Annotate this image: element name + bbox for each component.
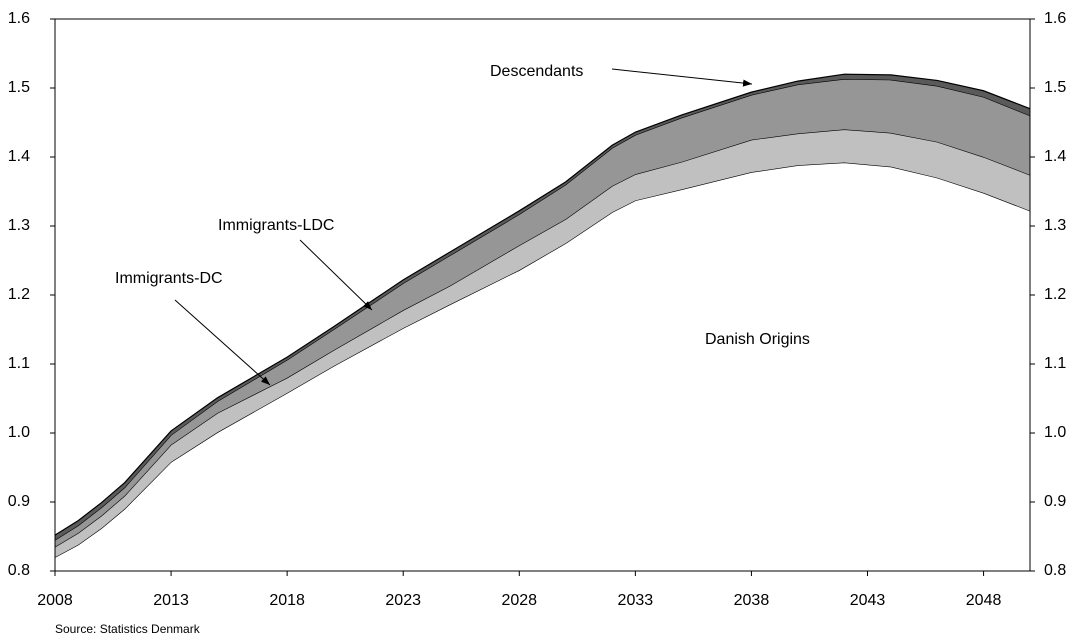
area bbox=[55, 129, 1030, 558]
areas bbox=[54, 73, 1031, 571]
y-tick-label: 1.6 bbox=[8, 10, 30, 27]
x-tick-label: 2008 bbox=[37, 592, 73, 609]
x-tick-label: 2018 bbox=[269, 592, 305, 609]
y2-tick-label: 1.0 bbox=[1044, 424, 1066, 441]
y2-tick-label: 1.2 bbox=[1044, 286, 1066, 303]
y2-tick-label: 1.4 bbox=[1044, 148, 1066, 165]
area bbox=[55, 79, 1030, 547]
area bbox=[55, 162, 1030, 571]
arrow bbox=[174, 299, 271, 386]
x-tick-label: 2043 bbox=[850, 592, 886, 609]
y-tick-label: 1.4 bbox=[8, 148, 30, 165]
y2-tick-label: 0.9 bbox=[1044, 493, 1066, 510]
y2-tick-label: 1.1 bbox=[1044, 355, 1066, 372]
y-tick-label: 1.2 bbox=[8, 286, 30, 303]
arrow bbox=[611, 68, 753, 87]
annotation: Descendants bbox=[490, 63, 583, 80]
x-tick-label: 2033 bbox=[618, 592, 654, 609]
x-tick-label: 2048 bbox=[966, 592, 1002, 609]
y-tick-label: 0.9 bbox=[8, 493, 30, 510]
y-tick-label: 1.0 bbox=[8, 424, 30, 441]
x-tick-label: 2028 bbox=[501, 592, 537, 609]
y2-tick-label: 1.5 bbox=[1044, 79, 1066, 96]
y-tick-label: 0.8 bbox=[8, 562, 30, 579]
annotation: Danish Origins bbox=[705, 331, 810, 348]
annotation: Immigrants-LDC bbox=[218, 217, 334, 234]
y-tick-label: 1.5 bbox=[8, 79, 30, 96]
x-tick-label: 2013 bbox=[153, 592, 189, 609]
annotation: Immigrants-DC bbox=[115, 270, 223, 287]
y-tick-label: 1.1 bbox=[8, 355, 30, 372]
y2-tick-label: 1.3 bbox=[1044, 217, 1066, 234]
arrow bbox=[299, 239, 373, 311]
y2-tick-label: 1.6 bbox=[1044, 10, 1066, 27]
y2-tick-label: 0.8 bbox=[1044, 562, 1066, 579]
y-tick-label: 1.3 bbox=[8, 217, 30, 234]
area-edge bbox=[54, 73, 1031, 536]
source: Source: Statistics Denmark bbox=[55, 622, 201, 636]
x-tick-label: 2023 bbox=[385, 592, 421, 609]
x-tick-label: 2038 bbox=[734, 592, 770, 609]
